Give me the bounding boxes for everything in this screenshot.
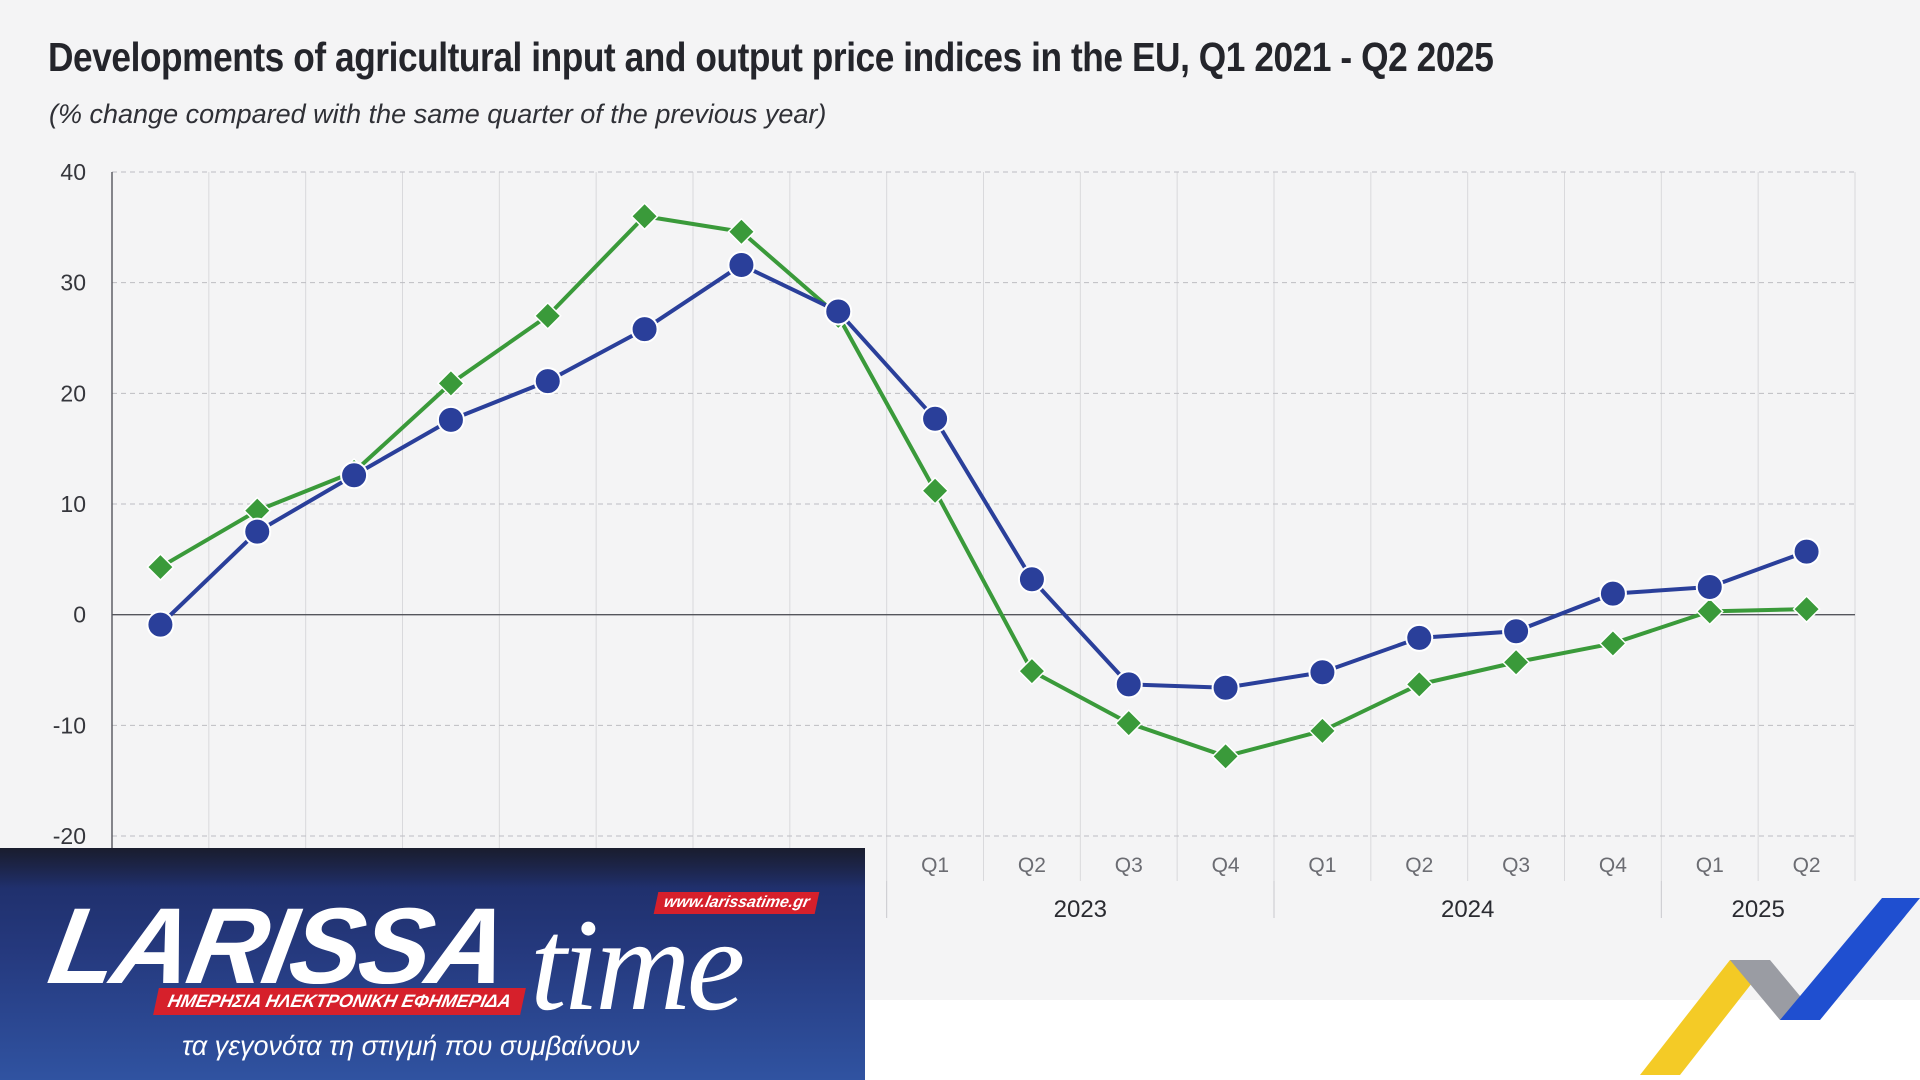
data-point-diamond [1114, 709, 1143, 738]
x-quarter-label: Q2 [1793, 854, 1821, 877]
data-point-diamond [1308, 716, 1337, 745]
y-tick-label: -10 [53, 712, 86, 738]
series-line-diamond [159, 214, 1807, 759]
data-point-circle [1114, 670, 1143, 699]
y-tick-label: -20 [53, 823, 86, 849]
logo-tagline: τα γεγονότα τη στιγμή που συμβαίνουν [182, 1031, 640, 1061]
data-point-circle [824, 297, 853, 326]
y-tick-label: 10 [60, 491, 86, 517]
x-quarter-label: Q3 [1115, 854, 1143, 877]
larissatime-logo[interactable]: LARISSA time www.larissatime.gr ΗΜΕΡΗΣΙΑ… [0, 848, 865, 1080]
data-point-circle [243, 517, 272, 546]
data-point-diamond [146, 553, 175, 582]
data-point-circle [1308, 658, 1337, 687]
data-point-circle [1211, 673, 1240, 702]
data-point-diamond [1598, 629, 1627, 658]
data-point-circle [1405, 623, 1434, 652]
grid [111, 171, 1856, 881]
data-point-circle [340, 461, 369, 490]
data-point-diamond [436, 369, 465, 398]
brand-chevron-mark [1640, 898, 1920, 1075]
x-year-label: 2023 [1054, 896, 1107, 923]
x-year-label: 2025 [1731, 896, 1784, 923]
series-line-circle [159, 262, 1808, 690]
y-tick-label: 0 [73, 602, 86, 628]
data-point-circle [1792, 537, 1821, 566]
x-quarter-label: Q2 [1405, 854, 1433, 877]
y-tick-label: 30 [60, 270, 86, 296]
data-point-diamond [1017, 657, 1046, 686]
data-point-circle [727, 250, 756, 279]
logo-shade [0, 848, 865, 888]
data-point-circle [1598, 579, 1627, 608]
data-point-circle [1695, 573, 1724, 601]
series [146, 202, 1821, 771]
line-chart: 40 30 20 10 0 -10 -20 Q1 Q2 Q3 Q4 Q1 Q2 Q3 Q4 Q1 Q2 2023 2… [53, 159, 1856, 923]
x-quarter-label: Q1 [1696, 854, 1724, 877]
data-point-circle [436, 405, 465, 434]
chart-title: Developments of agricultural input and o… [48, 34, 1494, 80]
axis-labels: 40 30 20 10 0 -10 -20 Q1 Q2 Q3 Q4 Q1 Q2 Q3 Q4 Q1 Q2 2023 2… [53, 159, 1821, 923]
data-point-diamond [1405, 670, 1434, 699]
data-point-circle [630, 315, 659, 344]
x-quarter-label: Q1 [1308, 854, 1336, 877]
data-point-diamond [1502, 648, 1531, 677]
data-point-diamond [533, 301, 562, 330]
data-point-diamond [921, 476, 950, 505]
data-point-circle [146, 610, 175, 639]
data-point-circle [1017, 565, 1046, 594]
chart-panel [0, 0, 1920, 1000]
x-quarter-label: Q1 [921, 854, 949, 877]
x-quarter-label: Q4 [1212, 854, 1240, 877]
x-quarter-label: Q2 [1018, 854, 1046, 877]
data-point-circle [921, 404, 950, 433]
logo-url[interactable]: www.larissatime.gr [653, 892, 820, 914]
data-point-diamond [1792, 595, 1821, 624]
x-year-label: 2024 [1441, 896, 1494, 923]
logo-banner: ΗΜΕΡΗΣΙΑ ΗΛΕΚΤΡΟΝΙΚΗ ΕΦΗΜΕΡΙΔΑ [153, 988, 526, 1015]
x-quarter-label: Q4 [1599, 854, 1627, 877]
y-tick-label: 20 [60, 380, 86, 406]
y-tick-label: 40 [60, 159, 86, 185]
data-point-diamond [630, 202, 659, 231]
data-point-diamond [727, 217, 756, 246]
data-point-diamond [1695, 597, 1724, 626]
x-quarter-label: Q3 [1502, 854, 1530, 877]
chart-subtitle: (% change compared with the same quarter… [49, 99, 827, 129]
data-point-diamond [1211, 742, 1240, 771]
logo-name-accent: time [530, 891, 745, 1038]
data-point-circle [533, 367, 562, 396]
axes [111, 172, 1855, 918]
data-point-circle [1502, 617, 1531, 646]
